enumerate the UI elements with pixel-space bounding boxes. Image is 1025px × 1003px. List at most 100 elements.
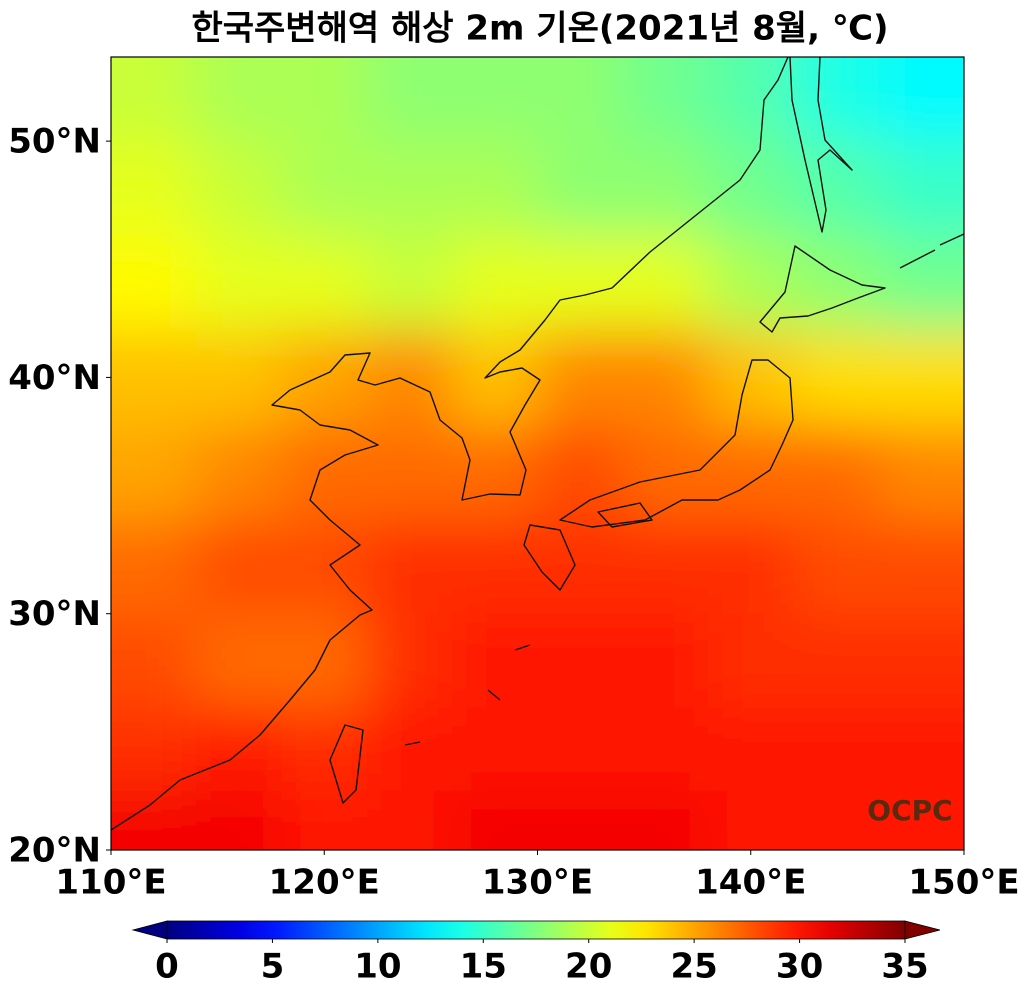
field-cell: [708, 613, 795, 710]
field-cell: [622, 141, 710, 237]
field-cell: [452, 57, 539, 143]
field-cell: [111, 141, 198, 237]
field-cell: [537, 141, 624, 237]
field-cell: [537, 708, 624, 792]
field-cell: [622, 519, 710, 615]
field-cell: [622, 330, 710, 426]
field-cell: [708, 141, 795, 237]
y-tick-label: 30°N: [8, 594, 101, 634]
colorbar-tick-label: 0: [155, 947, 179, 987]
coastline: [559, 359, 794, 528]
colorbar-tick-label: 35: [881, 947, 928, 987]
field-cell: [196, 519, 283, 615]
colorbar-tick-label: 5: [261, 947, 285, 987]
field-cell: [793, 424, 880, 521]
colorbar-extend-high: [904, 920, 941, 940]
coastline: [404, 233, 964, 746]
field-cell: [452, 235, 539, 332]
field-cell: [622, 708, 710, 792]
field-cell: [878, 708, 964, 792]
colorbar-tick-label: 15: [460, 947, 507, 987]
field-cell: [281, 330, 368, 426]
field-cell: [537, 790, 624, 850]
field-cell: [708, 235, 795, 332]
field-cell: [622, 613, 710, 710]
field-cell: [878, 330, 964, 426]
field-cell: [196, 235, 283, 332]
field-cell: [281, 57, 368, 143]
field-cell: [708, 519, 795, 615]
colorbar-extend-low: [131, 920, 168, 940]
field-cell: [878, 424, 964, 521]
field-cell: [281, 424, 368, 521]
field-cell: [708, 424, 795, 521]
field-cell: [622, 57, 710, 143]
field-cell: [452, 330, 539, 426]
coastline: [597, 502, 653, 528]
field-cell: [793, 57, 880, 143]
field-clip: [111, 57, 964, 850]
field-cell: [281, 141, 368, 237]
y-tick-label: 40°N: [8, 358, 101, 398]
field-cell: [196, 708, 283, 792]
field-cell: [281, 790, 368, 850]
field-cell: [708, 790, 795, 850]
field-cell: [537, 519, 624, 615]
field-cell: [366, 708, 454, 792]
field-cell: [537, 424, 624, 521]
field-cell: [196, 613, 283, 710]
x-tick-label: 150°E: [908, 863, 1019, 903]
coastline: [789, 57, 853, 233]
coastline: [329, 724, 364, 804]
field-cell: [793, 613, 880, 710]
field-cell: [281, 519, 368, 615]
x-tick-label: 110°E: [55, 863, 166, 903]
field-cell: [793, 519, 880, 615]
field-cell: [622, 790, 710, 850]
field-cell: [111, 613, 198, 710]
field-cell: [878, 519, 964, 615]
field-cell: [622, 424, 710, 521]
field-cell: [366, 141, 454, 237]
axes: 110°E 120°E 130°E 140°E 150°E 20°N 30°N 40°N 50°…: [8, 122, 1019, 903]
field-cell: [111, 235, 198, 332]
field-cell: [537, 235, 624, 332]
x-tick-label: 130°E: [482, 863, 593, 903]
field-cell: [366, 790, 454, 850]
field-cell: [537, 330, 624, 426]
coastline: [111, 57, 789, 831]
x-tick-label: 140°E: [695, 863, 806, 903]
field-cell: [111, 424, 198, 521]
field-cell: [452, 613, 539, 710]
colorbar-tick-label: 10: [354, 947, 401, 987]
field-cell: [452, 790, 539, 850]
field-cell: [111, 57, 198, 143]
field-cell: [281, 708, 368, 792]
colorbar: 0 5 10 15 20 25 30 35: [131, 920, 941, 987]
field-cell: [793, 330, 880, 426]
field-cell: [196, 141, 283, 237]
colorbar-tick-label: 25: [670, 947, 717, 987]
field-cell: [196, 57, 283, 143]
field-cell: [111, 708, 198, 792]
field-cell: [452, 708, 539, 792]
field-cell: [878, 235, 964, 332]
field-cell: [366, 57, 454, 143]
field-cell: [793, 235, 880, 332]
colorbar-body: [166, 920, 906, 940]
temperature-field: [111, 57, 964, 850]
field-cell: [537, 57, 624, 143]
field-cell: [452, 519, 539, 615]
map-title: 한국주변해역 해상 2m 기온(2021년 8월, ℃): [191, 9, 888, 49]
field-cell: [878, 141, 964, 237]
coastline: [523, 524, 576, 591]
coastline: [759, 245, 886, 333]
field-cell: [708, 57, 795, 143]
colorbar-tick-label: 30: [776, 947, 823, 987]
field-cell: [452, 424, 539, 521]
field-cell: [793, 141, 880, 237]
field-cell: [111, 519, 198, 615]
field-cell: [281, 235, 368, 332]
coastlines: [111, 57, 964, 831]
field-cell: [878, 790, 964, 850]
